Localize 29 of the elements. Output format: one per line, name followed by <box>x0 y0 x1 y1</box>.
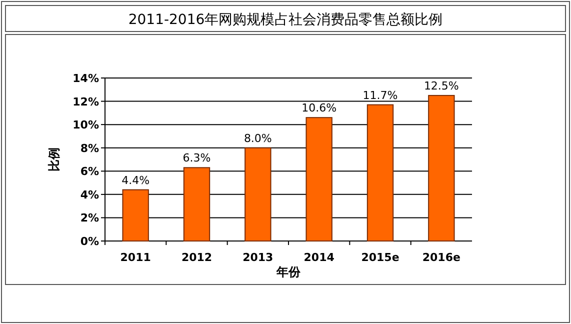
y-axis-title: 比例 <box>47 148 61 172</box>
data-label: 8.0% <box>244 132 272 145</box>
data-label: 12.5% <box>424 79 459 92</box>
bar <box>244 147 272 242</box>
x-axis-title: 年份 <box>276 265 302 279</box>
x-tick-label: 2016e <box>422 251 460 264</box>
y-tick-label: 6% <box>80 165 99 178</box>
y-tick-label: 0% <box>80 235 99 248</box>
x-tick-label: 2011 <box>120 251 151 264</box>
bar <box>122 189 149 242</box>
chart-title: 2011-2016年网购规模占社会消费品零售总额比例 <box>128 12 443 28</box>
data-label: 4.4% <box>122 174 150 187</box>
bar <box>183 167 210 242</box>
x-tick-label: 2015e <box>361 251 400 264</box>
data-label: 10.6% <box>302 102 337 115</box>
data-label: 6.3% <box>182 152 211 165</box>
y-tick-label: 2% <box>80 212 99 225</box>
bar <box>306 117 332 242</box>
y-tick-label: 4% <box>80 188 99 202</box>
x-tick-label: 2013 <box>242 251 274 264</box>
y-tick-label: 14% <box>72 72 99 85</box>
x-tick-label: 2012 <box>181 251 212 264</box>
bar <box>428 94 455 242</box>
data-label: 11.7% <box>362 88 398 102</box>
y-tick-label: 8% <box>80 142 99 155</box>
bar <box>366 104 394 242</box>
y-tick-label: 10% <box>72 118 99 132</box>
y-tick-label: 12% <box>72 95 99 108</box>
x-tick-label: 2014 <box>304 251 335 264</box>
